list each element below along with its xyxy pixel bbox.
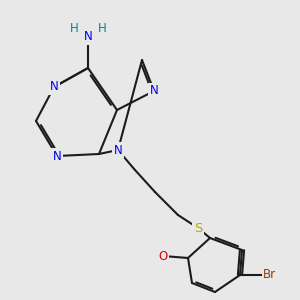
Text: N: N <box>114 143 122 157</box>
Text: N: N <box>84 31 92 44</box>
Text: S: S <box>194 221 202 235</box>
Text: N: N <box>52 149 62 163</box>
Text: N: N <box>50 80 58 94</box>
Text: O: O <box>158 250 168 262</box>
Text: N: N <box>150 85 158 98</box>
Text: Br: Br <box>263 268 276 281</box>
Text: H: H <box>70 22 78 35</box>
Text: H: H <box>98 22 106 35</box>
